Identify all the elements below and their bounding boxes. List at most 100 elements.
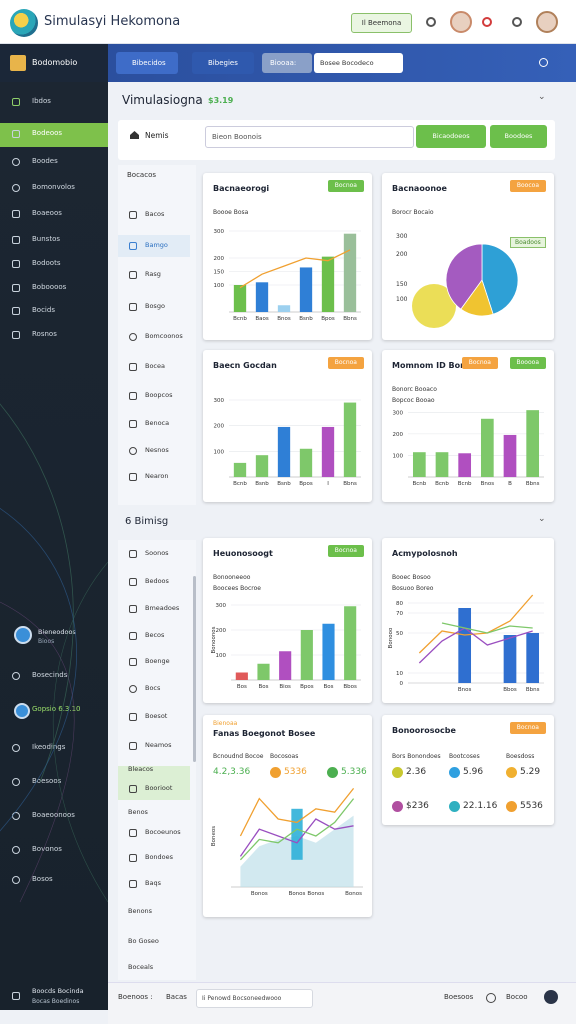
subnav-item[interactable]: Bmeadoes	[145, 604, 180, 612]
avatar[interactable]	[450, 11, 472, 33]
subnav-item[interactable]: Nesnos	[145, 446, 169, 454]
x-tick-label: Bos	[237, 684, 247, 690]
footer-text[interactable]: Bocoo	[506, 993, 528, 1001]
side-label: 200	[396, 251, 408, 258]
x-tick-label: Bpos	[321, 316, 335, 322]
stat-value: 5.336	[341, 767, 367, 777]
subnav-item[interactable]: Boopcos	[145, 391, 173, 399]
footer-text[interactable]: Boesoos	[444, 993, 474, 1001]
sidebar-lower-item[interactable]: Ikeodings	[32, 743, 66, 751]
subnav-item[interactable]: Bosgo	[145, 302, 165, 310]
x-tick-label: Bnos	[481, 481, 495, 487]
bar	[503, 434, 517, 477]
sidebar-lower-item[interactable]: Gopsio 6.3.10	[32, 705, 81, 713]
subnav-item[interactable]: Boceals	[128, 963, 154, 971]
card: Acmypolosnoh Booec Bosoo Bosuoo Boreo 0 10 50…	[382, 538, 554, 703]
icon	[12, 284, 20, 292]
avatar[interactable]	[536, 11, 558, 33]
sidebar-item[interactable]: Boaeoos	[32, 209, 62, 217]
card: Bonoorosocbe Bocnoa Bors Bonondoes 2.36 Boot…	[382, 715, 554, 825]
app-title: Simulasyi Hekomona	[44, 14, 181, 29]
footer-input[interactable]: Ii Penowd Bocsoneedwooo	[196, 989, 313, 1008]
subnav-item[interactable]: Bomcoonos	[145, 332, 183, 340]
sidebar-item[interactable]: Bocids	[32, 306, 55, 314]
bar	[233, 285, 247, 312]
subnav-active	[118, 235, 190, 257]
card-badge[interactable]: Bocnoa	[327, 357, 364, 369]
search-input[interactable]: Bieon Boonois	[205, 126, 414, 148]
sidebar-lower-item[interactable]: Bosecinds	[32, 671, 68, 679]
footer-icon[interactable]	[544, 990, 558, 1004]
header-icon[interactable]	[482, 17, 492, 27]
sidebar-item[interactable]: Boboooos	[32, 283, 67, 291]
subnav-item[interactable]: Bacos	[145, 210, 165, 218]
x-tick-label: Bonos	[251, 891, 268, 897]
sidebar-item[interactable]: Ibdos	[32, 97, 51, 105]
y-tick-label: 150	[214, 270, 225, 276]
subnav-item[interactable]: Benons	[128, 907, 153, 915]
sidebar-item[interactable]: Bodoots	[32, 259, 61, 267]
x-tick-label: Bcnb	[233, 316, 247, 322]
subnav-item[interactable]: Bondoes	[145, 853, 174, 861]
sidebar-lower-item[interactable]: Bosos	[32, 875, 53, 883]
subnav-item[interactable]: Soonos	[145, 549, 169, 557]
subnav-item[interactable]: Bo Goseo	[128, 937, 159, 945]
x-tick-label: Bcnb	[233, 481, 247, 487]
sidebar-item[interactable]: Rosnos	[32, 330, 57, 338]
subnav-item[interactable]: Nearon	[145, 472, 169, 480]
sidebar-item[interactable]: Bodeoos	[32, 129, 63, 137]
subnav-item[interactable]: Neamos	[145, 741, 172, 749]
icon	[129, 420, 137, 428]
sidebar-item[interactable]: Bomonvolos	[32, 183, 75, 191]
card-badge[interactable]: Boocoa	[509, 180, 546, 192]
logo	[10, 9, 38, 37]
sidebar-item[interactable]: Bunstos	[32, 235, 60, 243]
header-button[interactable]: Il Beemona	[351, 13, 412, 33]
card-badge[interactable]: Bocnoa	[327, 545, 364, 557]
line	[239, 818, 354, 857]
subnav-item[interactable]: Bocea	[145, 362, 165, 370]
icon	[129, 632, 137, 640]
sidebar-active	[0, 123, 108, 147]
subnav-item[interactable]: Boorioot	[145, 784, 173, 792]
sidebar-lower-item[interactable]: Bovonos	[32, 845, 62, 853]
subnav-item[interactable]: Benoca	[145, 419, 170, 427]
icon	[129, 271, 137, 279]
x-tick-label: Bnos	[277, 316, 291, 322]
subnav-item[interactable]: Boesot	[145, 712, 168, 720]
sidebar-footer-sub: Bocas Boedinos	[32, 998, 80, 1005]
card-subtitle: Booec Bosoo	[392, 574, 431, 581]
subnav-item[interactable]: Rasg	[145, 270, 161, 278]
subnav-item[interactable]: Becos	[145, 631, 165, 639]
search-button[interactable]: Boodoes	[490, 125, 547, 148]
x-tick-label: Bonos	[345, 891, 362, 897]
subnav-item[interactable]: Baqs	[145, 879, 161, 887]
search-button[interactable]: Bicaodoeos	[416, 125, 486, 148]
bar	[458, 608, 472, 683]
sidebar-item[interactable]: Boodes	[32, 157, 58, 165]
tab[interactable]: Bibecidos	[116, 52, 178, 74]
subnav-item[interactable]: Bocs	[145, 684, 161, 692]
search-icon[interactable]	[539, 58, 548, 67]
card-badge[interactable]: Bocnoa	[327, 180, 364, 192]
subnav-item[interactable]: Boenge	[145, 657, 170, 665]
card-subtitle: Bopcoc Booao	[392, 397, 435, 404]
icon	[12, 236, 20, 244]
header-icon[interactable]	[426, 17, 436, 27]
subnav-item[interactable]: Bleacos	[128, 765, 154, 773]
footer-icon[interactable]	[486, 993, 496, 1003]
tab[interactable]: Bibegies	[192, 52, 254, 74]
card-badge[interactable]: Bocnoa	[461, 357, 498, 369]
subnav-item[interactable]: Benos	[128, 808, 148, 816]
subnav-item[interactable]: Bamgo	[145, 241, 168, 249]
y-tick-label: 200	[214, 424, 225, 430]
card-badge[interactable]: Booooa	[509, 357, 546, 369]
sidebar-lower-item[interactable]: Boaeoonoos	[32, 811, 75, 819]
subnav-item[interactable]: Bocoeunos	[145, 828, 181, 836]
sidebar-lower-item[interactable]: Boesoos	[32, 777, 62, 785]
card-badge[interactable]: Bocnoa	[509, 722, 546, 734]
filter-dropdown[interactable]: Bosee Bocodeco	[314, 53, 403, 73]
subnav-item[interactable]: Bedoos	[145, 577, 169, 585]
header-icon[interactable]	[512, 17, 522, 27]
card-subtitle: Boooe Bosa	[213, 209, 249, 216]
